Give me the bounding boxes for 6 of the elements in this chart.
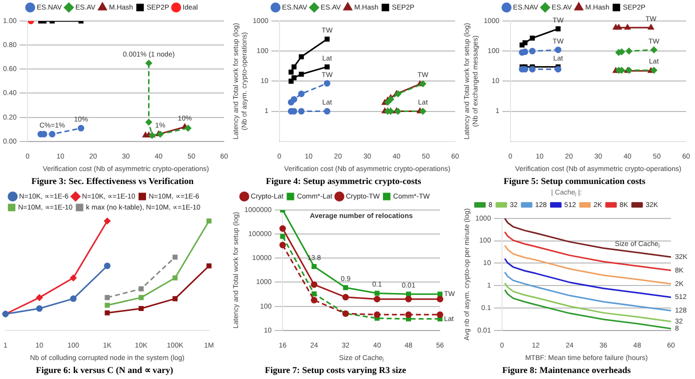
text: Figure 7: Setup costs varying R3 size [264,364,406,375]
text: Figure 6: k versus C (N and ∝ vary) [36,364,174,375]
text: Figure 5: Setup communication costs [504,176,646,186]
text: Figure 4: Setup asymmetric crypto-costs [266,176,422,186]
text: Figure 8: Maintenance overheads [502,364,632,375]
text: Figure 3: Sec. Effectiveness vs Verification [31,176,194,186]
